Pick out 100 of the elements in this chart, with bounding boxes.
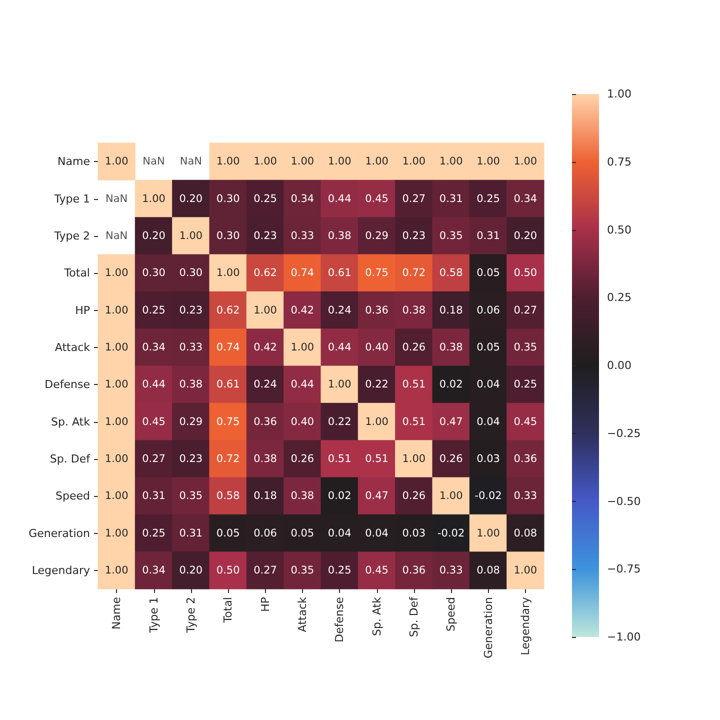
data-label: 0.30	[216, 230, 240, 242]
data-label: 1.00	[514, 564, 538, 576]
y-tick-label: Attack	[54, 340, 91, 354]
data-label: 1.00	[514, 156, 538, 168]
y-tick-label: Name	[58, 155, 90, 168]
data-label: 0.35	[179, 490, 203, 502]
data-label: 1.00	[476, 527, 500, 540]
x-tick-label: HP	[258, 596, 272, 612]
data-label: 1.00	[439, 156, 463, 168]
data-label: 0.05	[476, 267, 500, 280]
data-label: 0.24	[328, 304, 352, 316]
data-label: 1.00	[439, 490, 463, 502]
data-label: 0.29	[365, 230, 388, 242]
data-label: 1.00	[104, 156, 128, 168]
data-label: 0.05	[290, 527, 314, 540]
color-bar-label: 0.00	[607, 359, 632, 372]
data-label: 0.45	[142, 416, 166, 428]
data-label: 0.23	[179, 304, 203, 316]
data-label: 0.25	[514, 378, 538, 391]
color-bar-label: −0.75	[607, 562, 641, 576]
data-label: 1.00	[254, 156, 277, 168]
data-label: 0.26	[290, 452, 314, 465]
color-bar-label: 0.75	[607, 155, 632, 168]
data-label: 0.23	[402, 230, 426, 242]
data-label: 0.74	[290, 267, 314, 280]
data-label: 0.20	[179, 564, 203, 576]
data-label: 1.00	[216, 267, 240, 280]
data-label: 0.03	[476, 452, 500, 465]
data-label: 0.26	[402, 341, 426, 354]
data-label: 1.00	[104, 341, 128, 354]
text: NaN	[180, 156, 202, 168]
data-label: 0.34	[514, 192, 538, 205]
data-label: 1.00	[104, 378, 128, 391]
data-label: 0.45	[365, 192, 388, 205]
data-label: 0.25	[328, 564, 352, 576]
data-label: 1.00	[365, 156, 388, 168]
data-label: 0.34	[290, 192, 314, 205]
data-label: 1.00	[142, 192, 166, 205]
x-tick-label: Type 1	[147, 597, 160, 634]
data-label: 0.47	[365, 490, 388, 502]
data-label: 0.31	[179, 527, 203, 540]
data-label: 0.30	[216, 192, 240, 205]
data-label: 0.04	[476, 416, 500, 428]
data-label: 0.36	[254, 416, 278, 428]
data-label: 0.36	[514, 452, 538, 465]
data-label: 0.25	[476, 192, 500, 205]
data-label: 0.33	[179, 341, 203, 354]
data-label: 0.33	[514, 490, 538, 502]
y-tick-label: Type 2	[53, 229, 90, 242]
x-tick-label: Legendary	[518, 596, 532, 656]
x-tick-label: Type 2	[184, 597, 198, 634]
data-label: 0.38	[402, 304, 426, 316]
data-label: 0.62	[254, 267, 277, 280]
data-label: 1.00	[104, 416, 128, 428]
data-label: 0.51	[402, 378, 426, 391]
data-label: 0.30	[179, 267, 203, 280]
data-label: 0.61	[216, 378, 240, 391]
data-label: 0.02	[328, 490, 352, 502]
data-label: 0.50	[216, 564, 240, 576]
data-label: 1.00	[254, 304, 277, 316]
data-label: 0.02	[439, 378, 463, 391]
data-label: 0.04	[328, 527, 352, 540]
data-label: 0.08	[514, 527, 538, 540]
data-label: 0.51	[328, 452, 352, 465]
y-tick-label: Legendary	[32, 564, 90, 577]
data-label: 1.00	[179, 230, 203, 242]
data-label: 0.25	[142, 527, 166, 540]
data-label: 1.00	[402, 156, 426, 168]
data-label: 0.24	[254, 378, 278, 391]
data-label: 0.26	[402, 490, 426, 502]
data-label: 0.38	[328, 230, 352, 242]
data-label: 1.00	[328, 378, 352, 391]
data-label: 1.00	[476, 156, 500, 168]
data-label: 0.04	[476, 378, 500, 391]
y-tick-label: Sp. Atk	[51, 415, 91, 428]
data-label: -0.02	[474, 490, 502, 502]
y-tick-label: Sp. Def	[50, 452, 92, 466]
data-label: 1.00	[290, 156, 314, 168]
data-label: 0.40	[290, 416, 314, 428]
color-bar-label: 1.00	[607, 88, 632, 100]
data-label: 0.34	[142, 564, 166, 576]
data-label: 0.33	[290, 230, 314, 242]
data-label: 0.27	[402, 192, 426, 205]
y-tick-label: Defense	[44, 378, 90, 392]
y-tick-label: Type 1	[53, 192, 90, 206]
data-label: 0.58	[216, 490, 240, 502]
data-label: 0.42	[290, 304, 314, 316]
y-tick-label: Generation	[28, 526, 90, 540]
data-label: 0.20	[179, 192, 203, 205]
data-label: 0.45	[365, 564, 388, 576]
color-bar-label: −0.25	[607, 426, 641, 440]
data-label: 0.18	[254, 490, 277, 502]
x-tick-label: Attack	[296, 596, 309, 632]
data-label: 0.26	[439, 452, 464, 465]
text: NaN	[142, 156, 165, 168]
data-label: 0.27	[514, 304, 538, 316]
data-label: 0.72	[402, 267, 426, 280]
data-label: 0.06	[476, 304, 500, 316]
text: NaN	[106, 192, 128, 205]
data-label: 0.04	[365, 527, 389, 540]
